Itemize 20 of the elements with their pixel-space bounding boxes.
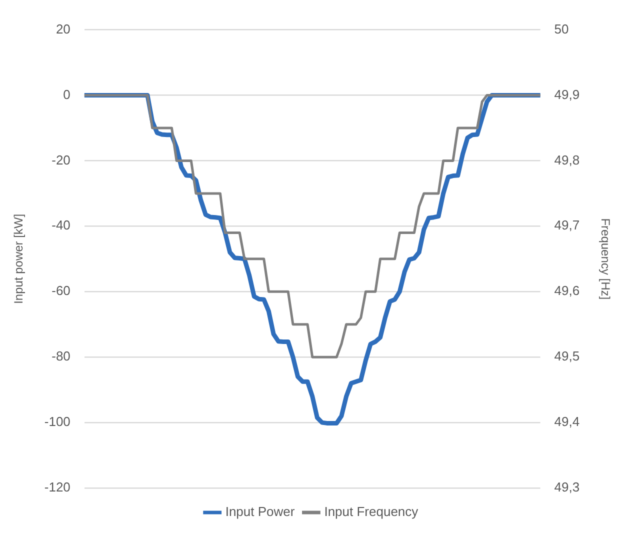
y2-tick-label: 49,3 — [554, 480, 580, 495]
y-axis-title: Input power [kW] — [12, 214, 26, 304]
y-tick-label: 0 — [63, 86, 70, 102]
y2-tick-label: 49,6 — [554, 283, 580, 298]
y2-tick-label: 49,5 — [554, 348, 580, 364]
legend-label: Input Power — [225, 504, 296, 520]
y-tick-label: -120 — [44, 480, 70, 495]
y2-axis-title: Frequency [Hz] — [598, 218, 612, 300]
y-tick-label: -60 — [52, 283, 70, 298]
y-tick-label: -40 — [52, 218, 70, 233]
y-tick-label: -20 — [52, 152, 70, 168]
y-tick-label: -100 — [44, 414, 70, 430]
y2-tick-label: 49,8 — [554, 152, 580, 168]
y2-tick-label: 49,9 — [554, 86, 580, 102]
legend-label: Input Frequency — [324, 504, 419, 520]
y-tick-label: 20 — [56, 21, 70, 36]
y2-tick-label: 49,7 — [554, 218, 580, 233]
y2-tick-label: 49,4 — [554, 414, 580, 430]
y2-tick-label: 50 — [554, 21, 569, 36]
y-tick-label: -80 — [52, 348, 70, 364]
